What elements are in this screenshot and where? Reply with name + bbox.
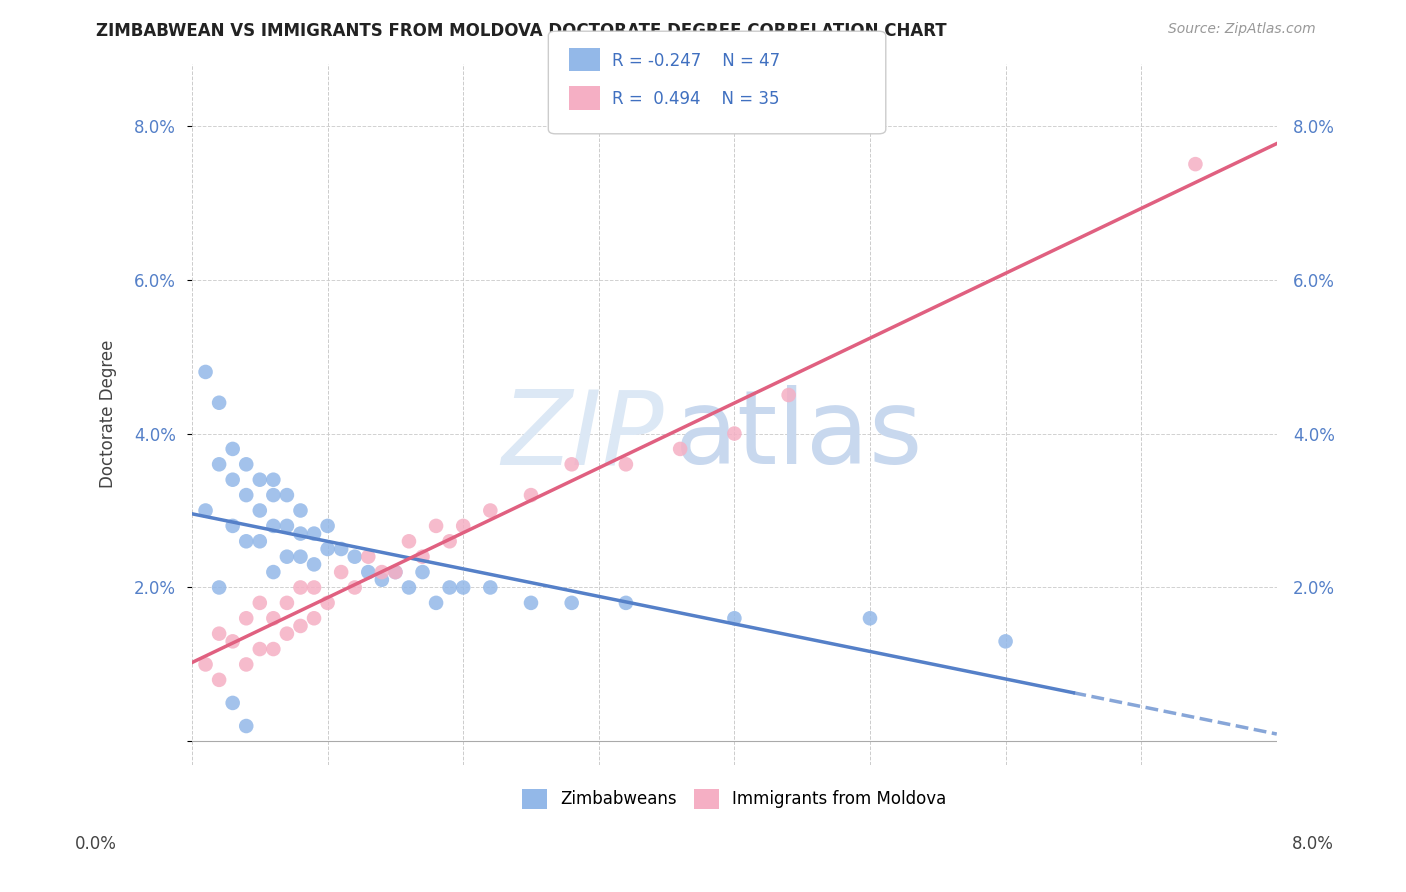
Point xyxy=(439,534,461,549)
Point xyxy=(859,611,882,625)
Text: atlas: atlas xyxy=(675,384,924,486)
Point xyxy=(235,657,257,672)
Point xyxy=(208,626,231,640)
Point xyxy=(276,596,298,610)
Point xyxy=(520,596,543,610)
Point xyxy=(208,396,231,410)
Point xyxy=(723,426,745,441)
Point xyxy=(371,565,394,579)
Point xyxy=(614,596,637,610)
Point xyxy=(439,581,461,595)
Point xyxy=(290,549,312,564)
Point xyxy=(262,611,284,625)
Point xyxy=(451,581,474,595)
Point xyxy=(316,596,339,610)
Point xyxy=(371,573,394,587)
Point xyxy=(208,673,231,687)
Point xyxy=(343,549,366,564)
Point xyxy=(425,596,447,610)
Point xyxy=(1184,157,1206,171)
Text: ZIP: ZIP xyxy=(502,385,664,485)
Point xyxy=(398,581,420,595)
Point xyxy=(290,503,312,517)
Point xyxy=(249,503,271,517)
Point xyxy=(221,634,243,648)
Point xyxy=(221,696,243,710)
Point xyxy=(290,581,312,595)
Point xyxy=(194,657,217,672)
Point xyxy=(330,541,353,556)
Point xyxy=(614,458,637,472)
Point xyxy=(262,519,284,533)
Point xyxy=(561,596,583,610)
Point xyxy=(249,642,271,657)
Point xyxy=(479,581,502,595)
Point xyxy=(276,519,298,533)
Point xyxy=(343,581,366,595)
Point xyxy=(276,549,298,564)
Text: Source: ZipAtlas.com: Source: ZipAtlas.com xyxy=(1168,22,1316,37)
Text: R =  0.494    N = 35: R = 0.494 N = 35 xyxy=(612,90,779,108)
Point xyxy=(235,488,257,502)
Point xyxy=(316,541,339,556)
Point xyxy=(302,581,325,595)
Point xyxy=(262,642,284,657)
Point xyxy=(451,519,474,533)
Point xyxy=(398,534,420,549)
Point xyxy=(194,365,217,379)
Point xyxy=(425,519,447,533)
Point xyxy=(561,458,583,472)
Point xyxy=(357,565,380,579)
Point xyxy=(316,519,339,533)
Point xyxy=(249,596,271,610)
Text: 8.0%: 8.0% xyxy=(1292,835,1334,853)
Point xyxy=(723,611,745,625)
Point xyxy=(384,565,406,579)
Point xyxy=(276,488,298,502)
Point xyxy=(208,458,231,472)
Point xyxy=(262,565,284,579)
Point xyxy=(262,473,284,487)
Point xyxy=(235,534,257,549)
Point xyxy=(302,526,325,541)
Point xyxy=(235,611,257,625)
Point xyxy=(249,534,271,549)
Point xyxy=(290,526,312,541)
Point xyxy=(194,503,217,517)
Point xyxy=(330,565,353,579)
Y-axis label: Doctorate Degree: Doctorate Degree xyxy=(100,340,117,489)
Point xyxy=(302,611,325,625)
Point xyxy=(221,473,243,487)
Point xyxy=(302,558,325,572)
Point xyxy=(290,619,312,633)
Point xyxy=(357,549,380,564)
Point xyxy=(412,549,434,564)
Point xyxy=(208,581,231,595)
Point xyxy=(235,719,257,733)
Text: ZIMBABWEAN VS IMMIGRANTS FROM MOLDOVA DOCTORATE DEGREE CORRELATION CHART: ZIMBABWEAN VS IMMIGRANTS FROM MOLDOVA DO… xyxy=(96,22,946,40)
Point xyxy=(262,488,284,502)
Point xyxy=(249,473,271,487)
Point xyxy=(479,503,502,517)
Point xyxy=(235,458,257,472)
Point xyxy=(412,565,434,579)
Text: R = -0.247    N = 47: R = -0.247 N = 47 xyxy=(612,52,780,70)
Point xyxy=(384,565,406,579)
Point xyxy=(669,442,692,456)
Text: 0.0%: 0.0% xyxy=(75,835,117,853)
Legend: Zimbabweans, Immigrants from Moldova: Zimbabweans, Immigrants from Moldova xyxy=(516,782,953,815)
Point xyxy=(778,388,800,402)
Point xyxy=(520,488,543,502)
Point xyxy=(221,519,243,533)
Point xyxy=(221,442,243,456)
Point xyxy=(276,626,298,640)
Point xyxy=(994,634,1017,648)
